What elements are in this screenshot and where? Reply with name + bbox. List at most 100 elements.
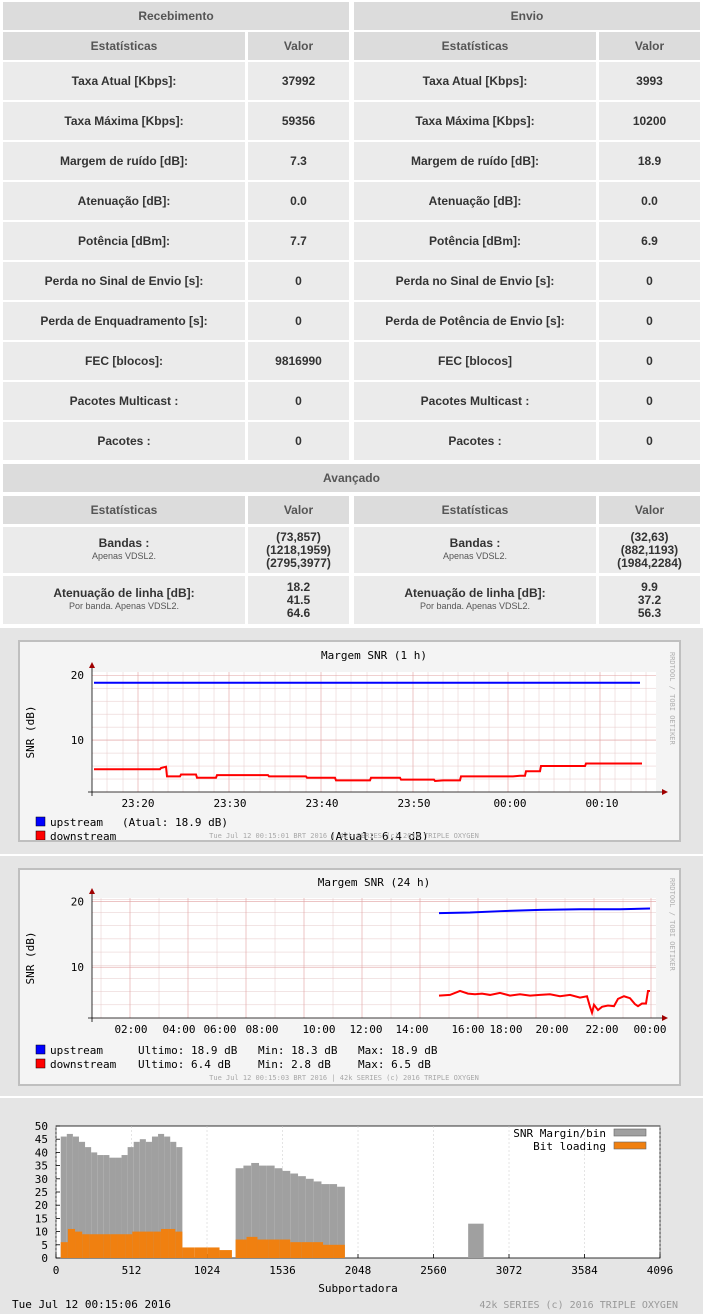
chart-timestamp: Tue Jul 12 00:15:06 2016	[12, 1298, 171, 1311]
bar-bit-loading	[246, 1236, 258, 1258]
bar-snr-margin-bin	[133, 1141, 140, 1258]
legend-swatch	[613, 1141, 647, 1150]
bar-bit-loading	[139, 1231, 147, 1258]
x-tick-label: 3584	[571, 1264, 598, 1277]
stat-value: 7.7	[248, 222, 349, 260]
legend-name: downstream	[50, 1058, 117, 1071]
stat-label: Taxa Atual [Kbps]:	[3, 62, 245, 100]
legend-swatch	[613, 1128, 647, 1137]
stat-label: Perda no Sinal de Envio [s]:	[3, 262, 245, 300]
bar-bit-loading	[110, 1234, 118, 1258]
stat-label: Pacotes :	[3, 422, 245, 460]
bar-snr-margin-bin	[158, 1133, 165, 1258]
x-tick-label: 4096	[647, 1264, 674, 1277]
x-tick-label: 02:00	[114, 1023, 147, 1036]
bar-snr-margin-bin	[274, 1168, 283, 1258]
bar-bit-loading	[146, 1231, 154, 1258]
col-header-value: Valor	[248, 496, 349, 524]
bar-bit-loading	[153, 1231, 161, 1258]
section-header-recebimento: Recebimento	[3, 2, 349, 30]
bar-snr-margin-bin	[127, 1147, 134, 1258]
y-tick-label: 35	[35, 1160, 48, 1173]
adv-value-line: (73,857)	[276, 529, 321, 544]
legend-value: (Atual: 6.4 dB)	[329, 830, 428, 840]
adv-label: Bandas :	[449, 536, 501, 550]
legend-last: Ultimo: 6.4 dB	[138, 1058, 231, 1071]
section-header-envio: Envio	[354, 2, 700, 30]
adv-atten-label: Atenuação de linha [dB]: Por banda. Apena…	[354, 576, 596, 624]
x-tick-label: 0	[53, 1264, 60, 1277]
series-upstream	[438, 907, 651, 915]
adv-value-line: 64.6	[286, 605, 311, 620]
x-tick-label: 22:00	[585, 1023, 618, 1036]
y-axis-arrow	[89, 662, 95, 668]
section-header-avancado: Avançado	[3, 464, 700, 492]
bar-snr-margin-bin	[103, 1155, 110, 1258]
bar-snr-margin-bin	[290, 1173, 299, 1258]
bar-bit-loading	[207, 1247, 220, 1258]
stat-value: 0	[599, 302, 700, 340]
stat-label: Perda de Potência de Envio [s]:	[354, 302, 596, 340]
stat-label: Pacotes :	[354, 422, 596, 460]
adv-bands-value: (32,63) (882,1193) (1984,2284)	[599, 527, 700, 573]
graph2-panel: 20 10 02:00 04:00 06:00 08:00 10:00 12:00 14:00 1…	[18, 868, 681, 1086]
bar-bit-loading	[268, 1239, 280, 1258]
stat-value: 0	[248, 382, 349, 420]
bar-bit-loading	[117, 1234, 126, 1258]
col-header-value: Valor	[599, 496, 700, 524]
col-header-value: Valor	[248, 32, 349, 60]
x-tick-label: 20:00	[535, 1023, 568, 1036]
legend-swatch	[35, 816, 46, 827]
x-tick-label: 00:00	[493, 797, 526, 810]
bar-bit-loading	[194, 1247, 208, 1258]
stat-label: Atenuação [dB]:	[3, 182, 245, 220]
stat-value: 0	[248, 302, 349, 340]
bar-bit-loading	[103, 1234, 111, 1258]
stat-label: Perda de Enquadramento [s]:	[3, 302, 245, 340]
stat-value: 7.3	[248, 142, 349, 180]
rrdtool-credit: RRDTOOL / TOBI OETIKER	[668, 652, 676, 746]
col-header-stat: Estatísticas	[354, 32, 596, 60]
bar-bit-loading	[279, 1239, 291, 1258]
y-tick-label: 50	[35, 1120, 48, 1133]
adv-value-line: (32,63)	[630, 529, 669, 544]
bar-bit-loading	[182, 1247, 195, 1258]
legend-value: (Atual: 18.9 dB)	[122, 816, 228, 829]
bar-snr-margin-bin	[85, 1147, 92, 1258]
legend-name: downstream	[50, 830, 117, 840]
adv-bands-label: Bandas : Apenas VDSL2.	[3, 527, 245, 573]
stat-value: 0	[599, 422, 700, 460]
x-tick-label: 06:00	[203, 1023, 236, 1036]
bar-bit-loading	[323, 1244, 334, 1258]
stat-label: Taxa Máxima [Kbps]:	[354, 102, 596, 140]
bar-snr-margin-bin	[321, 1184, 330, 1258]
bar-bit-loading	[219, 1250, 232, 1258]
graph-title: Margem SNR (1 h)	[321, 649, 427, 662]
stat-label: FEC [blocos]	[354, 342, 596, 380]
adv-atten-label: Atenuação de linha [dB]: Por banda. Apena…	[3, 576, 245, 624]
stat-value: 0	[599, 262, 700, 300]
stat-label: Atenuação [dB]:	[354, 182, 596, 220]
plot-area	[92, 898, 656, 1018]
y-axis-label: SNR (dB)	[24, 932, 37, 985]
legend-swatch	[35, 1058, 46, 1069]
adv-atten-value: 18.2 41.5 64.6	[248, 576, 349, 624]
legend-min: Min: 18.3 dB	[258, 1044, 338, 1057]
adv-note: Por banda. Apenas VDSL2.	[419, 601, 531, 611]
y-tick-label: 20	[35, 1199, 48, 1212]
col-header-stat: Estatísticas	[354, 496, 596, 524]
bar-snr-margin-bin	[305, 1178, 314, 1258]
graph1-panel: 20 10 23:20 23:30 23:40 23:50 00:00 00:10 Margem…	[18, 640, 681, 843]
x-tick-label: 08:00	[245, 1023, 278, 1036]
x-tick-label: 23:40	[305, 797, 338, 810]
adv-bands-value: (73,857) (1218,1959) (2795,3977)	[248, 527, 349, 573]
stat-label: Taxa Atual [Kbps]:	[354, 62, 596, 100]
bar-bit-loading	[89, 1234, 97, 1258]
stat-value: 9816990	[248, 342, 349, 380]
legend-max: Max: 18.9 dB	[358, 1044, 438, 1057]
y-tick-label: 10	[71, 734, 84, 747]
bar-snr-margin-bin	[468, 1223, 484, 1258]
adv-value-line: 9.9	[641, 579, 658, 594]
legend-max: Max: 6.5 dB	[358, 1058, 431, 1071]
x-tick-label: 2048	[345, 1264, 372, 1277]
